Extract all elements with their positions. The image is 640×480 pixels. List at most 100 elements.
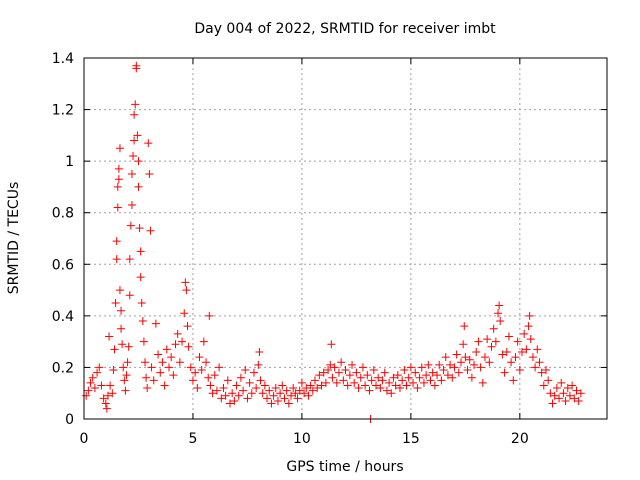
data-point [574, 396, 583, 405]
data-point [191, 368, 200, 377]
data-point [135, 224, 144, 233]
data-point [122, 371, 131, 380]
data-point [280, 394, 289, 403]
data-point [232, 381, 241, 390]
data-point [258, 389, 267, 398]
data-point [476, 363, 485, 372]
data-point [181, 278, 190, 287]
data-point [133, 131, 142, 140]
data-point [441, 353, 450, 362]
data-point [552, 384, 561, 393]
data-point [504, 332, 513, 341]
data-point [282, 386, 291, 395]
data-point [193, 384, 202, 393]
data-point [345, 371, 354, 380]
data-point [145, 170, 154, 179]
y-tick-label: 1.4 [52, 51, 74, 67]
y-tick-label: 0.2 [52, 360, 74, 376]
data-point [470, 360, 479, 369]
data-point [219, 384, 228, 393]
data-point [267, 399, 276, 408]
data-point [228, 389, 237, 398]
data-point [143, 384, 152, 393]
data-point [93, 368, 102, 377]
data-point [188, 376, 197, 385]
data-point [113, 182, 122, 191]
data-point [498, 350, 507, 359]
data-point [271, 384, 280, 393]
data-point [127, 170, 136, 179]
data-point [110, 345, 119, 354]
data-point [130, 136, 139, 145]
data-point [112, 255, 121, 264]
data-point [409, 378, 418, 387]
data-point [308, 386, 317, 395]
data-point [550, 391, 559, 400]
data-point [348, 360, 357, 369]
data-point [99, 394, 108, 403]
data-point [249, 368, 258, 377]
data-point [541, 366, 550, 375]
data-point [260, 381, 269, 390]
data-point [97, 381, 106, 390]
data-point [243, 394, 252, 403]
data-point [111, 298, 120, 307]
data-point [463, 366, 472, 375]
data-point [424, 360, 433, 369]
axis-ticks: 0 0.2 0.4 0.6 0.8 1 1.2 1.4 0 5 10 15 20 [52, 51, 607, 447]
data-point [304, 391, 313, 400]
data-point [169, 371, 178, 380]
data-point [86, 378, 95, 387]
data-point [278, 381, 287, 390]
data-point [103, 391, 112, 400]
data-point [263, 394, 272, 403]
data-point [430, 381, 439, 390]
data-point [126, 221, 135, 230]
data-point [197, 366, 206, 375]
data-point [120, 376, 129, 385]
grid-lines [84, 58, 607, 419]
data-point [125, 291, 134, 300]
x-tick-label: 15 [402, 431, 420, 447]
data-point [561, 396, 570, 405]
data-point [254, 360, 263, 369]
data-point [533, 345, 542, 354]
data-point [437, 376, 446, 385]
data-point [95, 363, 104, 372]
data-point [350, 378, 359, 387]
data-point [151, 319, 160, 328]
data-point [576, 389, 585, 398]
data-point [269, 391, 278, 400]
y-tick-label: 0.8 [52, 206, 74, 222]
data-points [82, 61, 585, 423]
data-point [300, 389, 309, 398]
data-point [119, 363, 128, 372]
data-point [106, 381, 115, 390]
data-point [108, 389, 117, 398]
data-point [411, 368, 420, 377]
y-tick-label: 0.4 [52, 309, 74, 325]
data-point [522, 345, 531, 354]
data-point [450, 363, 459, 372]
y-axis-label: SRMTID / TECUs [6, 182, 22, 295]
data-point [195, 353, 204, 362]
data-point [226, 399, 235, 408]
data-point [117, 306, 126, 315]
data-point [376, 384, 385, 393]
data-point [330, 363, 339, 372]
data-point [563, 384, 572, 393]
data-point [502, 347, 511, 356]
data-point [494, 309, 503, 318]
data-point [178, 337, 187, 346]
data-point [127, 200, 136, 209]
data-point [171, 340, 180, 349]
data-point [319, 368, 328, 377]
data-point [374, 373, 383, 382]
data-point [134, 157, 143, 166]
data-point [241, 366, 250, 375]
data-point [173, 329, 182, 338]
data-point [315, 371, 324, 380]
data-point [372, 381, 381, 390]
data-point [167, 353, 176, 362]
